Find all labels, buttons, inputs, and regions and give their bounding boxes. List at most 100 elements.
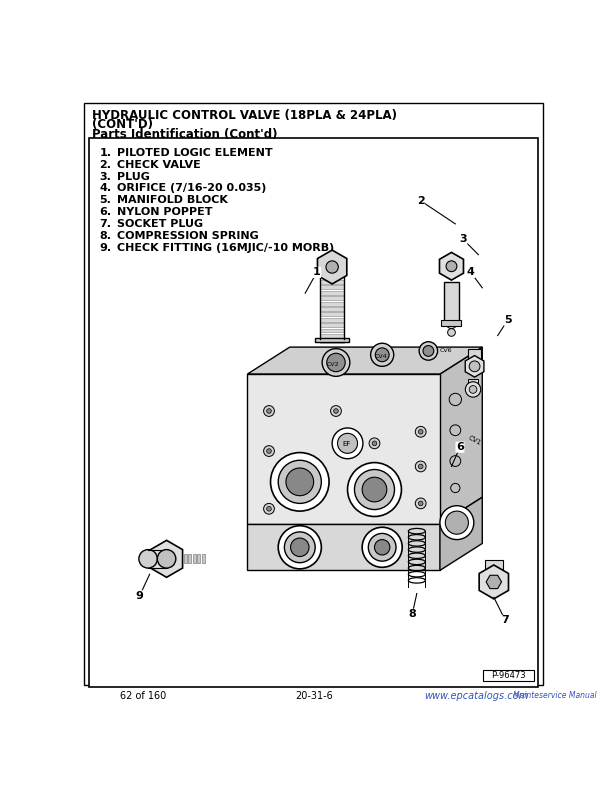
Circle shape <box>267 408 271 413</box>
Circle shape <box>450 456 461 466</box>
Text: ORIFICE (7/16-20 0.035): ORIFICE (7/16-20 0.035) <box>116 183 266 194</box>
Text: 62 of 160: 62 of 160 <box>121 691 166 701</box>
Text: 5.: 5. <box>100 195 111 206</box>
Circle shape <box>419 464 423 469</box>
Circle shape <box>362 527 402 567</box>
Text: 8.: 8. <box>100 231 111 241</box>
Bar <box>320 296 345 300</box>
Text: CV4: CV4 <box>375 354 387 359</box>
Circle shape <box>267 507 271 511</box>
Polygon shape <box>465 356 484 377</box>
Text: HYDRAULIC CONTROL VALVE (18PLA & 24PLA): HYDRAULIC CONTROL VALVE (18PLA & 24PLA) <box>92 109 397 122</box>
Circle shape <box>371 343 394 366</box>
Circle shape <box>375 348 389 362</box>
Circle shape <box>285 532 315 562</box>
Circle shape <box>375 540 390 555</box>
Text: MANIFOLD BLOCK: MANIFOLD BLOCK <box>116 195 228 206</box>
Text: www.epcatalogs.com: www.epcatalogs.com <box>425 691 529 701</box>
Text: COMPRESSION SPRING: COMPRESSION SPRING <box>116 231 258 241</box>
Text: (CONT'D): (CONT'D) <box>92 118 153 131</box>
Circle shape <box>267 449 271 454</box>
Bar <box>188 554 191 563</box>
Circle shape <box>447 328 455 337</box>
Bar <box>444 282 459 324</box>
Text: EF: EF <box>342 441 351 447</box>
Circle shape <box>291 538 309 557</box>
Circle shape <box>449 393 461 406</box>
Circle shape <box>419 341 438 360</box>
Circle shape <box>469 361 480 372</box>
Text: 6.: 6. <box>100 207 112 217</box>
Bar <box>184 554 187 563</box>
Text: 5: 5 <box>504 316 512 325</box>
Text: 6: 6 <box>456 442 464 452</box>
Text: 7.: 7. <box>100 220 111 229</box>
Circle shape <box>444 307 458 321</box>
Polygon shape <box>151 541 182 577</box>
Bar <box>315 338 349 342</box>
Polygon shape <box>247 347 482 374</box>
Circle shape <box>450 424 461 436</box>
Circle shape <box>423 345 434 357</box>
Circle shape <box>271 453 329 511</box>
Text: 1.: 1. <box>100 148 111 157</box>
Circle shape <box>139 550 157 568</box>
Bar <box>468 349 481 360</box>
Text: P-96473: P-96473 <box>491 671 526 679</box>
Polygon shape <box>440 497 482 571</box>
Bar <box>468 378 477 387</box>
Bar <box>320 318 345 322</box>
Text: 1: 1 <box>313 267 321 278</box>
Text: 4: 4 <box>467 267 475 278</box>
Circle shape <box>419 429 423 434</box>
Circle shape <box>326 261 338 274</box>
Circle shape <box>416 498 426 508</box>
Text: 9: 9 <box>136 591 144 600</box>
Text: PLUG: PLUG <box>116 172 149 182</box>
Circle shape <box>354 470 395 509</box>
Text: 3.: 3. <box>100 172 111 182</box>
Text: CHECK FITTING (16MJIC/-10 MORB): CHECK FITTING (16MJIC/-10 MORB) <box>116 243 334 253</box>
Circle shape <box>446 511 468 534</box>
Circle shape <box>446 261 457 272</box>
Polygon shape <box>440 347 482 525</box>
Bar <box>320 280 345 284</box>
Polygon shape <box>479 565 509 599</box>
Circle shape <box>334 408 338 413</box>
Circle shape <box>327 353 345 372</box>
Circle shape <box>369 438 380 449</box>
Bar <box>320 324 345 327</box>
Circle shape <box>362 477 387 502</box>
Bar <box>148 550 166 568</box>
Circle shape <box>338 433 357 454</box>
Circle shape <box>419 501 423 506</box>
Circle shape <box>332 428 363 458</box>
Bar <box>202 554 205 563</box>
Circle shape <box>416 426 426 437</box>
Bar <box>247 374 440 525</box>
Circle shape <box>465 382 481 397</box>
Bar <box>320 334 345 338</box>
Text: 20-31-6: 20-31-6 <box>295 691 332 701</box>
Text: CV2: CV2 <box>327 362 340 366</box>
Bar <box>320 307 345 311</box>
Bar <box>247 525 440 571</box>
Polygon shape <box>486 575 501 588</box>
Circle shape <box>264 445 274 457</box>
Circle shape <box>330 406 341 416</box>
Bar <box>320 312 345 316</box>
Text: 2.: 2. <box>100 160 111 169</box>
Circle shape <box>286 468 313 495</box>
Circle shape <box>368 533 396 561</box>
Circle shape <box>322 349 350 376</box>
Text: CV1: CV1 <box>467 435 482 446</box>
Text: CHECK VALVE: CHECK VALVE <box>116 160 200 169</box>
Circle shape <box>348 462 401 516</box>
Circle shape <box>278 525 321 569</box>
Bar <box>193 554 196 563</box>
Circle shape <box>450 483 460 492</box>
Text: Parts Identification (Cont'd): Parts Identification (Cont'd) <box>92 128 277 141</box>
Bar <box>483 670 534 680</box>
Bar <box>320 286 345 290</box>
Bar <box>441 320 461 326</box>
